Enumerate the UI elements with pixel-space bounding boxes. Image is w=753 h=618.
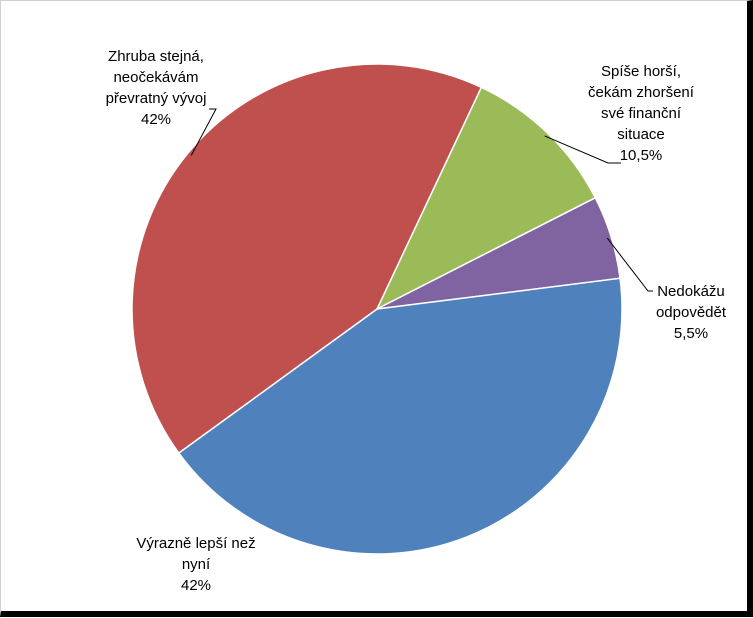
leader-spise-horsi <box>544 135 621 164</box>
label-zhruba-stejna: Zhruba stejná, neočekávám převratný vývo… <box>105 48 207 128</box>
label-vyrazne-lepsi: Výrazně lepší než nyní 42% <box>136 535 256 594</box>
label-nedokazu: Nedokážu odpovědět 5,5% <box>655 283 727 342</box>
leader-zhruba-stejna <box>190 108 217 156</box>
leader-nedokazu <box>606 237 653 292</box>
slice-vyrazne-lepsi <box>177 277 623 555</box>
label-spise-horsi: Spíše horší, čekám zhoršení své finanční… <box>588 63 694 164</box>
slice-spise-horsi <box>375 86 597 311</box>
slice-zhruba-stejna <box>131 63 483 455</box>
